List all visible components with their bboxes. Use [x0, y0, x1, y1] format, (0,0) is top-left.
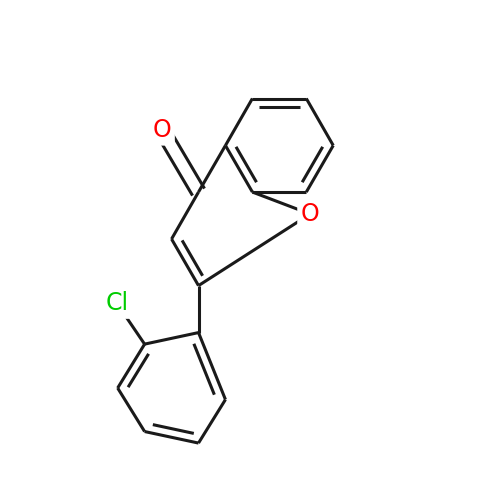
Text: Cl: Cl [106, 292, 128, 316]
Text: O: O [152, 118, 172, 142]
Text: O: O [301, 202, 320, 226]
